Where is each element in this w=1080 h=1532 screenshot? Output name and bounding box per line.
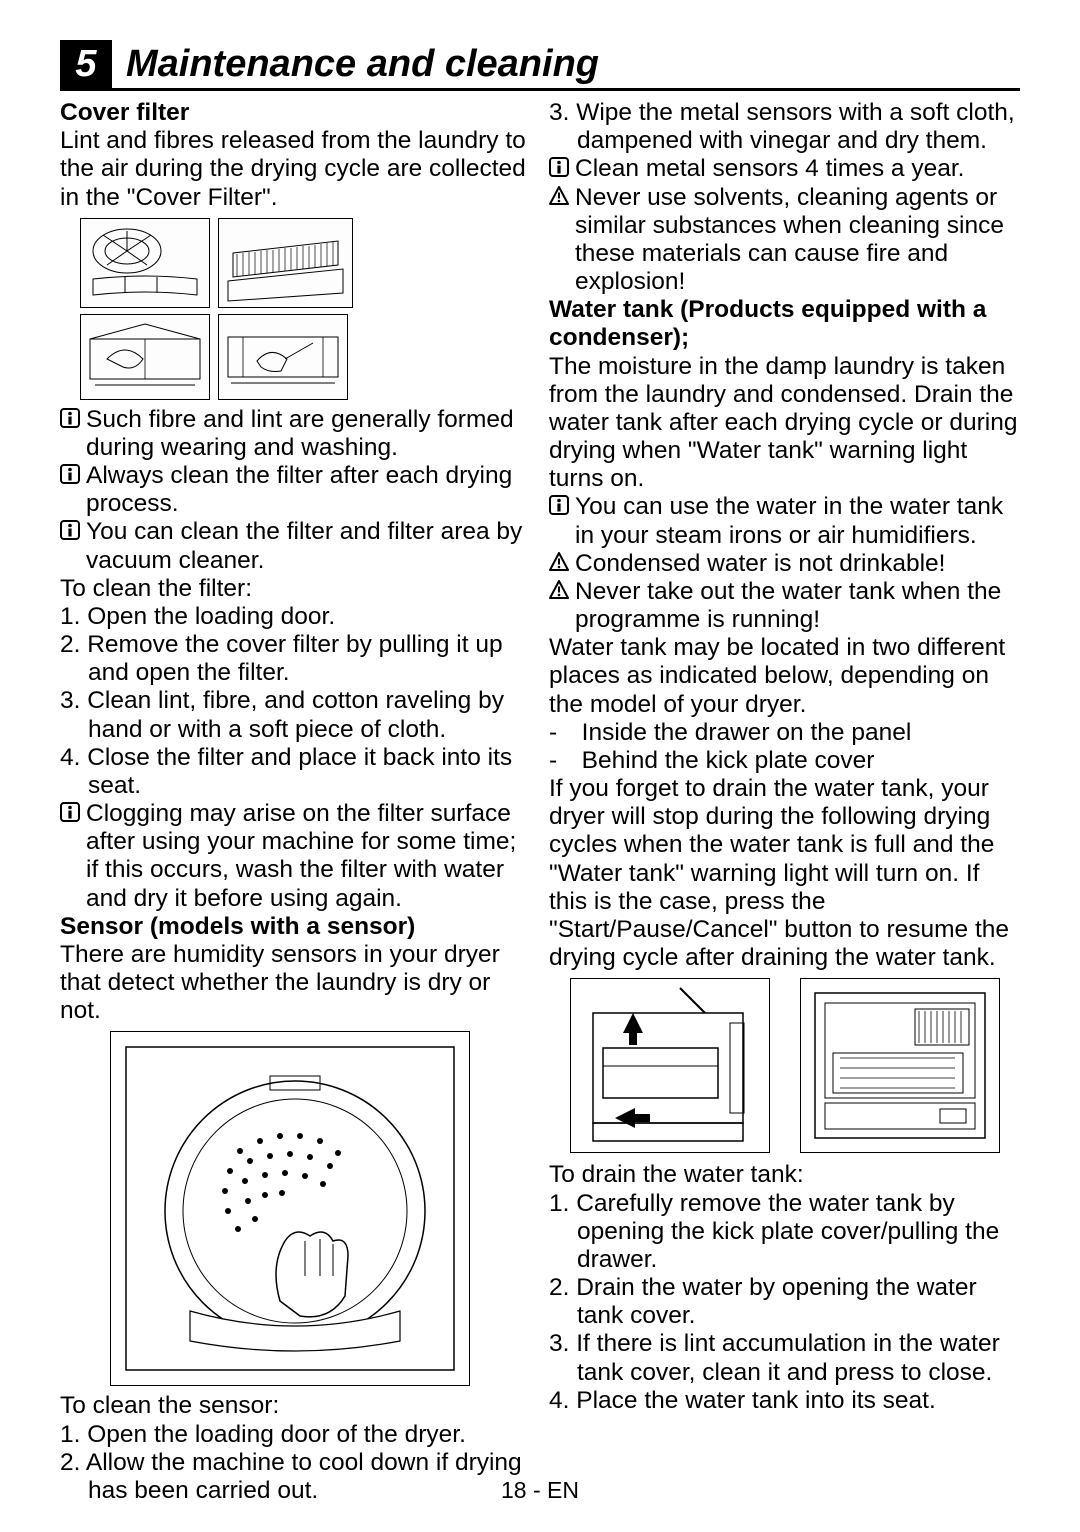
info-icon bbox=[60, 800, 86, 822]
list-item: - Behind the kick plate cover bbox=[549, 747, 1020, 775]
illustration-tank-drawer bbox=[570, 978, 770, 1153]
paragraph: The moisture in the damp laundry is take… bbox=[549, 353, 1020, 494]
heading-cover-filter: Cover filter bbox=[60, 99, 531, 127]
content-columns: Cover filter Lint and fibres released fr… bbox=[60, 99, 1020, 1505]
info-bullet: You can clean the filter and filter area… bbox=[60, 518, 531, 574]
paragraph: To drain the water tank: bbox=[549, 1161, 1020, 1189]
warning-bullet: Condensed water is not drinkable! bbox=[549, 550, 1020, 578]
illustration-filter-4 bbox=[218, 314, 348, 400]
info-bullet: Clean metal sensors 4 times a year. bbox=[549, 155, 1020, 183]
section-number: 5 bbox=[60, 40, 112, 88]
illustration-filter-2 bbox=[218, 218, 353, 308]
warning-icon bbox=[549, 578, 575, 600]
list-item: 1. Open the loading door. bbox=[60, 603, 531, 631]
illustration-filter-1 bbox=[80, 218, 210, 308]
list-item: 4. Close the filter and place it back in… bbox=[60, 744, 531, 800]
warning-icon bbox=[549, 550, 575, 572]
illustration-sensor bbox=[110, 1031, 470, 1386]
list-item: 1. Open the loading door of the dryer. bbox=[60, 1421, 531, 1449]
section-header: 5 Maintenance and cleaning bbox=[60, 40, 1020, 91]
heading-sensor: Sensor (models with a sensor) bbox=[60, 913, 531, 941]
list-item: 2. Remove the cover filter by pulling it… bbox=[60, 631, 531, 687]
paragraph: If you forget to drain the water tank, y… bbox=[549, 775, 1020, 972]
info-bullet: Such fibre and lint are generally formed… bbox=[60, 406, 531, 462]
left-column: Cover filter Lint and fibres released fr… bbox=[60, 99, 531, 1505]
paragraph: To clean the filter: bbox=[60, 575, 531, 603]
list-item: 3. If there is lint accumulation in the … bbox=[549, 1330, 1020, 1386]
info-icon bbox=[60, 462, 86, 484]
list-item: 1. Carefully remove the water tank by op… bbox=[549, 1190, 1020, 1275]
list-item: 3. Clean lint, fibre, and cotton ravelin… bbox=[60, 687, 531, 743]
warning-bullet: Never take out the water tank when the p… bbox=[549, 578, 1020, 634]
right-column: 3. Wipe the metal sensors with a soft cl… bbox=[549, 99, 1020, 1505]
illustration-tank-kickplate bbox=[800, 978, 1000, 1153]
illustration-filter-3 bbox=[80, 314, 210, 400]
info-bullet: You can use the water in the water tank … bbox=[549, 493, 1020, 549]
list-item: 4. Place the water tank into its seat. bbox=[549, 1387, 1020, 1415]
list-item: - Inside the drawer on the panel bbox=[549, 719, 1020, 747]
warning-icon bbox=[549, 184, 575, 206]
info-bullet: Clogging may arise on the filter surface… bbox=[60, 800, 531, 913]
info-icon bbox=[60, 406, 86, 428]
warning-bullet: Never use solvents, cleaning agents or s… bbox=[549, 184, 1020, 297]
paragraph: There are humidity sensors in your dryer… bbox=[60, 941, 531, 1026]
heading-water-tank: Water tank (Products equipped with a con… bbox=[549, 296, 1020, 352]
page-footer: 18 - EN bbox=[0, 1477, 1080, 1504]
info-icon bbox=[549, 493, 575, 515]
info-bullet: Always clean the filter after each dryin… bbox=[60, 462, 531, 518]
info-icon bbox=[549, 155, 575, 177]
list-item: 3. Wipe the metal sensors with a soft cl… bbox=[549, 99, 1020, 155]
info-icon bbox=[60, 518, 86, 540]
section-title: Maintenance and cleaning bbox=[126, 43, 599, 86]
paragraph: To clean the sensor: bbox=[60, 1392, 531, 1420]
paragraph: Water tank may be located in two differe… bbox=[549, 634, 1020, 719]
list-item: 2. Drain the water by opening the water … bbox=[549, 1274, 1020, 1330]
paragraph: Lint and fibres released from the laundr… bbox=[60, 127, 531, 212]
